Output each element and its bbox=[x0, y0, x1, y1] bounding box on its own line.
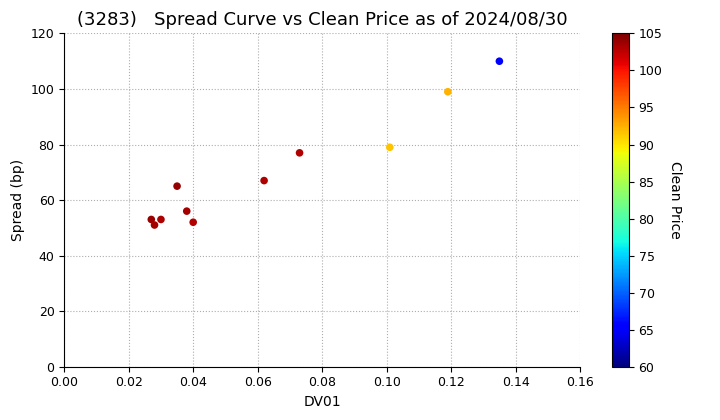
Point bbox=[494, 58, 505, 65]
Y-axis label: Clean Price: Clean Price bbox=[668, 161, 682, 239]
Point bbox=[442, 88, 454, 95]
X-axis label: DV01: DV01 bbox=[303, 395, 341, 409]
Point bbox=[294, 150, 305, 156]
Point bbox=[156, 216, 167, 223]
Point bbox=[384, 144, 395, 151]
Point bbox=[258, 177, 270, 184]
Point bbox=[149, 222, 161, 228]
Point bbox=[145, 216, 157, 223]
Point bbox=[181, 208, 192, 215]
Y-axis label: Spread (bp): Spread (bp) bbox=[11, 159, 25, 241]
Point bbox=[171, 183, 183, 189]
Title: (3283)   Spread Curve vs Clean Price as of 2024/08/30: (3283) Spread Curve vs Clean Price as of… bbox=[77, 11, 567, 29]
Point bbox=[187, 219, 199, 226]
